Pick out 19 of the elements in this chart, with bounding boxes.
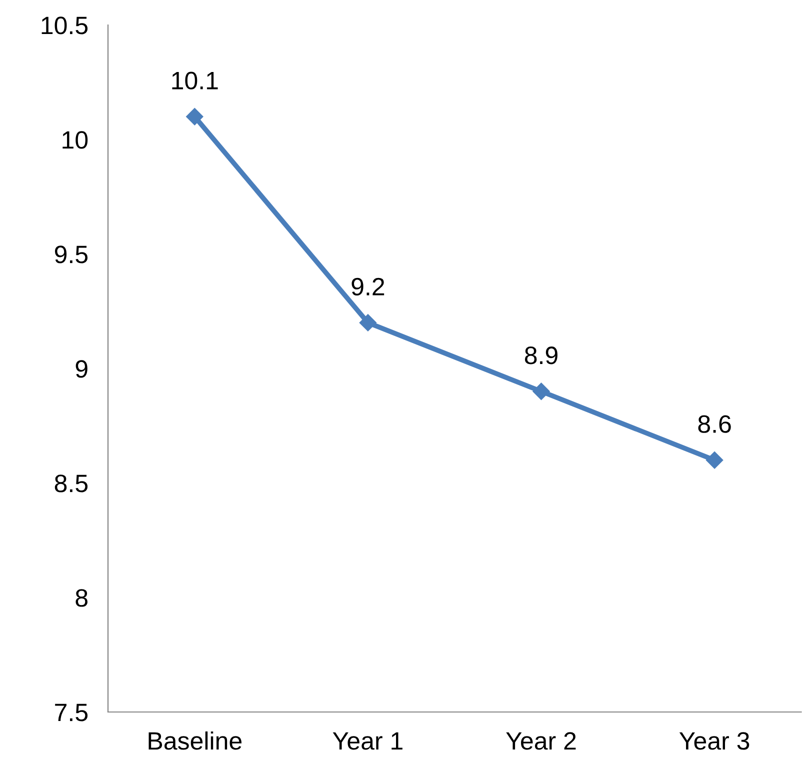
- data-label: 8.6: [698, 415, 731, 433]
- point: [359, 314, 376, 332]
- x-tick-label: Year 2: [506, 732, 576, 750]
- y-tick-label: 8.5: [54, 474, 88, 492]
- data-label: 9.2: [352, 278, 384, 296]
- data-label: 10.1: [172, 72, 218, 90]
- x-tick-label: Year 3: [679, 732, 750, 750]
- point: [532, 382, 550, 400]
- y-tick-label: 7.5: [55, 704, 88, 722]
- x-tick-label: Year 1: [332, 732, 402, 750]
- data-label: 8.9: [524, 346, 558, 364]
- y-tick-label: 9.5: [54, 246, 88, 264]
- y-tick-label: 8: [76, 589, 88, 607]
- y-tick-label: 10.5: [42, 16, 88, 34]
- y-tick-label: 10: [62, 131, 88, 149]
- x-tick-label: Baseline: [148, 731, 242, 750]
- point: [186, 108, 204, 126]
- point: [706, 452, 724, 469]
- y-tick-label: 9: [76, 360, 88, 378]
